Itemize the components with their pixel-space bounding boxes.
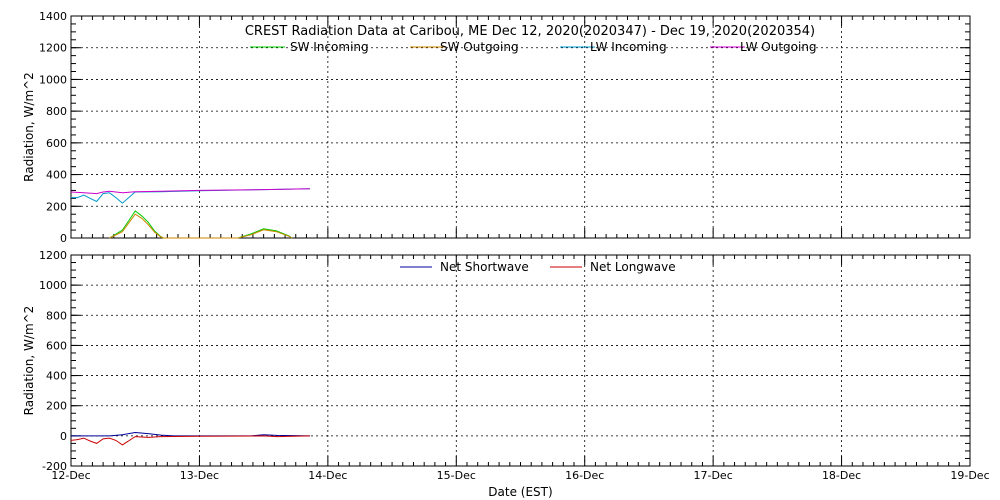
x-tick-label: 19-Dec <box>950 469 989 482</box>
y-tick-label: 800 <box>46 105 67 118</box>
legend-label: SW Outgoing <box>440 40 519 54</box>
x-tick-label: 14-Dec <box>308 469 347 482</box>
series-line-sw-outgoing <box>109 213 293 239</box>
y-axis-title: Radiation, W/m^2 <box>22 306 36 416</box>
plot-frame <box>70 15 971 239</box>
y-tick-label: 1200 <box>39 249 67 262</box>
x-tick-label: 16-Dec <box>565 469 604 482</box>
x-tick-label: 12-Dec <box>51 469 90 482</box>
plot-layer: 0 200 400 600 800 1000 1200 1400 Radiation, W/m^… <box>22 10 990 499</box>
x-tick-label: 13-Dec <box>180 469 219 482</box>
x-tick-label: 15-Dec <box>437 469 476 482</box>
x-tick-label: 17-Dec <box>694 469 733 482</box>
y-tick-label: -200 <box>42 460 67 473</box>
y-tick-label: 600 <box>46 339 67 352</box>
legend-label: Net Shortwave <box>440 260 529 274</box>
y-tick-label: 200 <box>46 200 67 213</box>
y-axis-title: Radiation, W/m^2 <box>22 72 36 182</box>
y-tick-label: 1400 <box>39 10 67 23</box>
series-line-net-longwave <box>70 435 310 446</box>
series-line-lw-outgoing <box>70 188 310 195</box>
y-tick-label: 400 <box>46 370 67 383</box>
y-tick-label: 400 <box>46 169 67 182</box>
y-tick-label: 0 <box>60 430 67 443</box>
y-tick-label: 800 <box>46 309 67 322</box>
panel-1: 0 200 400 600 800 1000 1200 1400 Radiation, W/m^… <box>22 10 971 245</box>
legend-label: LW Outgoing <box>740 40 817 54</box>
plot-frame <box>70 254 971 467</box>
chart-title: CREST Radiation Data at Caribou, ME Dec … <box>245 24 815 39</box>
y-tick-label: 1000 <box>39 279 67 292</box>
legend-label: Net Longwave <box>590 260 676 274</box>
y-tick-label: 200 <box>46 400 67 413</box>
y-tick-label: 600 <box>46 137 67 150</box>
legend-label: LW Incoming <box>590 40 667 54</box>
x-tick-label: 18-Dec <box>822 469 861 482</box>
series-line-net-shortwave <box>71 431 310 437</box>
y-tick-label: 1000 <box>39 73 67 86</box>
panel-2: -200 0 200 400 600 800 1000 1200 Radiation, W/m^… <box>22 249 990 499</box>
legend-label: SW Incoming <box>290 40 369 54</box>
y-tick-label: 0 <box>60 232 67 245</box>
x-axis-title: Date (EST) <box>488 485 552 499</box>
y-tick-label: 1200 <box>39 42 67 55</box>
